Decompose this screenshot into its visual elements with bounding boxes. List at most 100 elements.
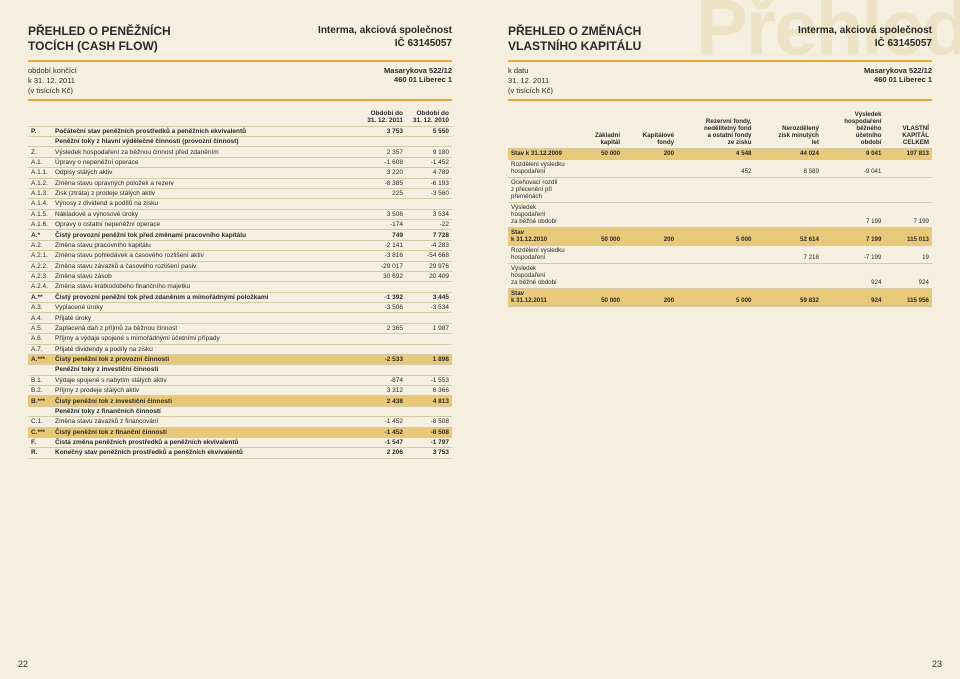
row-label: Rozdělení výsledkuhospodaření [508,159,578,177]
address-block: Masarykova 522/12 460 01 Liberec 1 [864,66,932,95]
row-value: 200 [623,288,677,306]
row-label: Čistá změna peněžních prostředků a peněž… [52,437,360,447]
table-row: A.3.Vyplacené úroky-3 506-3 534 [28,303,452,313]
table-row: A.4.Přijaté úroky [28,313,452,323]
row-label: Počáteční stav peněžních prostředků a pe… [52,126,360,136]
col-label: Období do [363,110,403,117]
cashflow-subheader: období končící k 31. 12. 2011 (v tisícíc… [28,66,452,101]
row-code: A.2.4. [28,282,52,292]
row-value: 50 000 [578,288,623,306]
table-row: A.1.3.Zisk (ztráta) z prodeje stálých ak… [28,188,452,198]
table-row: A.*Čistý provozní peněžní tok před změna… [28,230,452,240]
row-value [884,159,932,177]
row-value: -1 547 [360,437,406,447]
period-line: (v tisících Kč) [508,86,553,96]
address-block: Masarykova 522/12 460 01 Liberec 1 [384,66,452,95]
table-row: A.1.2.Změna stavu opravných položek a re… [28,178,452,188]
row-value: -54 668 [406,251,452,261]
row-code: B.1. [28,375,52,385]
row-value: 3 753 [406,448,452,458]
row-value [406,365,452,375]
row-code: A.5. [28,323,52,333]
row-value: 3 445 [406,292,452,302]
table-row: A.**Čistý provozní peněžní tok před zdan… [28,292,452,302]
table-row: A.2.4.Změna stavu krátkodobého finančníh… [28,282,452,292]
table-row: P.Počáteční stav peněžních prostředků a … [28,126,452,136]
row-label: Vyplacené úroky [52,303,360,313]
row-value: 29 976 [406,261,452,271]
row-value: 107 813 [884,148,932,159]
row-label: Výdaje spojené s nabytím stálých aktiv [52,375,360,385]
row-code: A.2.2. [28,261,52,271]
row-code: A.6. [28,334,52,344]
row-code: Z. [28,147,52,157]
row-value: -7 199 [822,245,884,263]
row-value [623,263,677,288]
row-code [28,137,52,147]
row-label: Opravy o ostatní nepeněžní operace [52,220,360,230]
row-label: Peněžní toky z hlavní výdělečné činnosti… [52,137,360,147]
equity-header: PŘEHLED O ZMĚNÁCH VLASTNÍHO KAPITÁLU Int… [508,24,932,62]
row-value: 52 614 [754,227,821,245]
address-line: 460 01 Liberec 1 [384,75,452,84]
row-value: -1 452 [360,417,406,427]
row-value: 59 832 [754,288,821,306]
row-value: -1 392 [360,292,406,302]
row-value [884,177,932,202]
row-value: 1 987 [406,323,452,333]
row-value [406,313,452,323]
row-label: Odpisy stálých aktiv [52,168,360,178]
col-header: Kapitálovéfondy [623,109,677,148]
row-value: 3 506 [360,209,406,219]
row-value: 7 728 [406,230,452,240]
col-header: Základníkapitál [578,109,623,148]
row-code: A.2.1. [28,251,52,261]
row-label: Čistý provozní peněžní tok před zdaněním… [52,292,360,302]
row-value: 200 [623,227,677,245]
row-value: 7 199 [884,202,932,227]
row-value [754,202,821,227]
row-value [406,406,452,416]
row-value: 1 898 [406,354,452,364]
address-line: Masarykova 522/12 [384,66,452,75]
row-value: -1 797 [406,437,452,447]
row-value: -6 193 [406,178,452,188]
row-value: 2 365 [360,323,406,333]
row-code: A.*** [28,354,52,364]
row-value [360,199,406,209]
row-value [360,334,406,344]
row-label: Rozdělení výsledkuhospodaření [508,245,578,263]
table-row: A.1.1.Odpisy stálých aktiv3 2204 789 [28,168,452,178]
row-label: Změna stavu závazků a časového rozlišení… [52,261,360,271]
row-code: P. [28,126,52,136]
row-label: Změna stavu pohledávek a časového rozliš… [52,251,360,261]
row-code: A.2.3. [28,271,52,281]
row-value: 2 357 [360,147,406,157]
equity-table: Základníkapitál Kapitálovéfondy Rezervní… [508,109,932,307]
row-label: Změna stavu krátkodobého finančního maje… [52,282,360,292]
row-code: A.1.2. [28,178,52,188]
row-value [754,263,821,288]
title-line: PŘEHLED O PENĚŽNÍCH [28,24,171,39]
row-label: Čistý peněžní tok z investiční činnosti [52,396,360,406]
row-value [360,282,406,292]
row-value: -29 017 [360,261,406,271]
page-number: 23 [932,659,942,669]
row-value: 3 753 [360,126,406,136]
table-row: Výsledekhospodařeníza běžné období924924 [508,263,932,288]
row-value: 9 180 [406,147,452,157]
row-value [623,177,677,202]
col-label: 31. 12. 2010 [409,117,449,124]
row-label: Stavk 31.12.2010 [508,227,578,245]
row-value: 5 000 [677,227,754,245]
row-value: -3 560 [406,188,452,198]
row-code: R. [28,448,52,458]
row-value: -1 452 [360,427,406,437]
row-value: -174 [360,220,406,230]
table-row: Peněžní toky z investiční činnosti [28,365,452,375]
row-value: 44 024 [754,148,821,159]
row-label: Čistý peněžní tok z provozní činnosti [52,354,360,364]
table-row: F.Čistá změna peněžních prostředků a pen… [28,437,452,447]
row-value: 3 312 [360,386,406,396]
table-row: A.2.3.Změna stavu zásob30 69220 409 [28,271,452,281]
